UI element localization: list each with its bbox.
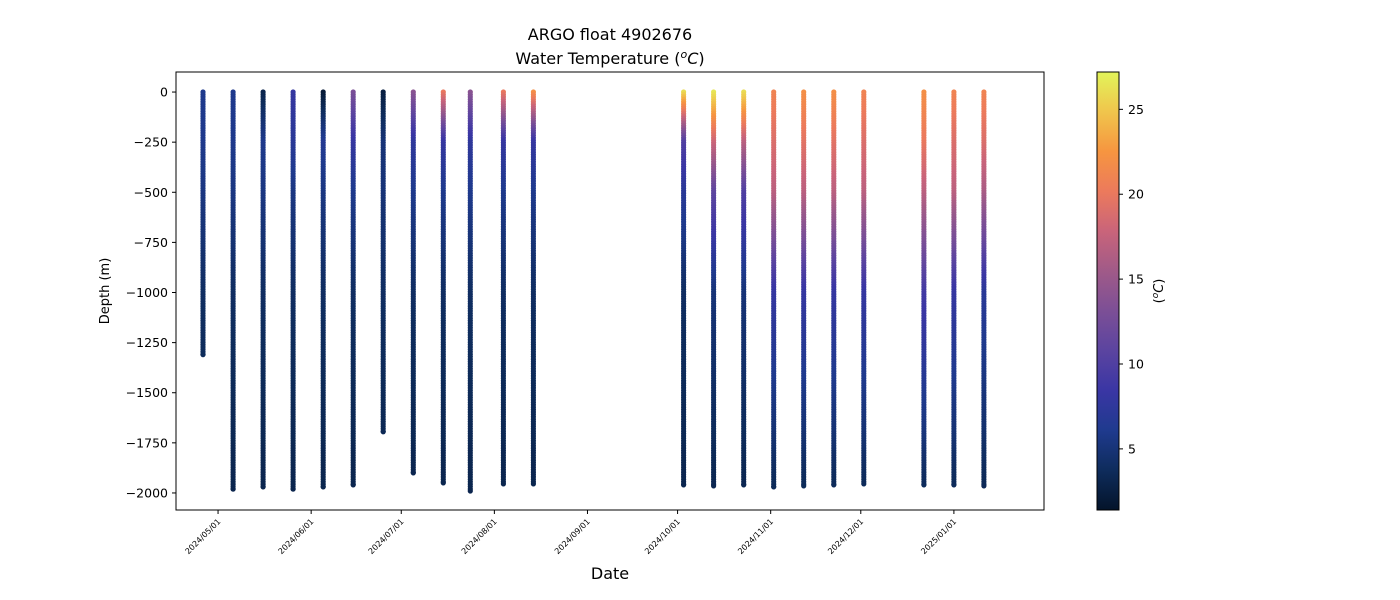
data-point (200, 352, 206, 358)
data-point (681, 482, 687, 488)
colorbar-tick-label: 20 (1128, 187, 1144, 202)
data-point (467, 488, 473, 494)
colorbar-tick-label: 15 (1128, 272, 1144, 287)
data-point (380, 429, 386, 435)
colorbar-label: (oC) (1151, 279, 1167, 304)
x-tick-label: 2024/07/01 (367, 517, 406, 556)
profile-2024-07-05 (410, 89, 416, 476)
data-point (290, 486, 296, 492)
profile-2024-06-05 (320, 89, 326, 490)
data-point (530, 481, 537, 487)
profile-2024-10-03 (681, 89, 687, 488)
y-tick-label: −1250 (126, 335, 168, 350)
profile-2024-08-04 (500, 89, 506, 487)
colorbar-label-super: o (1151, 292, 1161, 298)
colorbar-tick-label: 10 (1128, 357, 1144, 372)
profile-2024-06-15 (350, 89, 356, 488)
y-tick-label: −2000 (126, 485, 168, 500)
chart-title-line2: Water Temperature (oC) (515, 48, 704, 68)
x-axis: 2024/05/01 2024/06/01 2024/07/01 2024/08/01… (183, 510, 958, 556)
y-axis-label: Depth (m) (98, 258, 113, 325)
profile-2024-11-12 (801, 89, 807, 489)
data-point (230, 486, 236, 492)
profile-2024-06-25 (380, 89, 386, 435)
profile-2025-01-01 (951, 89, 957, 488)
data-point (410, 470, 416, 476)
profile-2024-12-22 (921, 89, 927, 488)
y-tick-label: −500 (134, 185, 168, 200)
data-point (951, 482, 957, 488)
data-point (260, 484, 266, 490)
profile-2024-12-02 (861, 89, 867, 487)
data-point (500, 481, 506, 487)
profile-2024-11-02 (771, 89, 777, 490)
profile-2024-10-13 (711, 89, 717, 489)
data-point (320, 484, 326, 490)
y-axis: 0 −250 −500 −750 −1000 −1250 −1500 −1750 −2000 (126, 85, 176, 500)
data-point (350, 482, 356, 488)
profiles-group (200, 89, 987, 494)
colorbar-tick-label: 25 (1128, 102, 1144, 117)
profile-2024-10-23 (741, 89, 747, 488)
profile-2024-05-16 (260, 89, 266, 490)
y-tick-label: −1750 (126, 435, 168, 450)
profile-2024-07-15 (440, 89, 446, 486)
x-tick-label: 2024/11/01 (736, 517, 775, 556)
profile-2024-05-06 (230, 89, 236, 492)
title-close: ) (698, 49, 704, 68)
x-tick-label: 2024/06/01 (277, 517, 316, 556)
y-tick-label: −250 (134, 135, 168, 150)
data-point (921, 482, 927, 488)
data-point (861, 481, 867, 487)
profile-2024-05-26 (290, 89, 296, 492)
profile-2024-11-22 (831, 89, 837, 488)
plot-area (175, 71, 1045, 511)
colorbar-label-main: C (1152, 283, 1167, 293)
x-tick-label: 2025/01/01 (919, 517, 958, 556)
x-tick-label: 2024/12/01 (826, 517, 865, 556)
data-point (741, 482, 747, 488)
y-tick-label: −1500 (126, 385, 168, 400)
data-point (440, 480, 446, 486)
profile-2024-07-24 (467, 89, 473, 494)
y-tick-label: −1000 (126, 285, 168, 300)
x-axis-label: Date (591, 564, 629, 583)
colorbar-tick-label: 5 (1128, 441, 1136, 456)
data-point (981, 483, 987, 489)
y-tick-label: −750 (134, 235, 168, 250)
profile-2024-04-26 (200, 89, 206, 358)
profile-2024-08-14 (530, 89, 537, 487)
colorbar-label-open: ( (1152, 298, 1167, 303)
x-tick-label: 2024/05/01 (183, 517, 222, 556)
colorbar-label-close: ) (1152, 279, 1167, 284)
x-tick-label: 2024/10/01 (643, 517, 682, 556)
chart-title-line1: ARGO float 4902676 (528, 25, 692, 44)
title-unit-super: o (680, 48, 687, 61)
title-text: Water Temperature ( (515, 49, 680, 68)
x-tick-label: 2024/08/01 (460, 517, 499, 556)
colorbar (1096, 71, 1120, 511)
data-point (711, 483, 717, 489)
data-point (831, 482, 837, 488)
profile-2025-01-11 (981, 89, 987, 489)
title-unit-main: C (687, 49, 699, 68)
y-tick-label: 0 (160, 85, 168, 100)
colorbar-ticks: 5 10 15 20 25 (1119, 102, 1144, 456)
data-point (801, 483, 807, 489)
data-point (771, 484, 777, 490)
x-tick-label: 2024/09/01 (553, 517, 592, 556)
